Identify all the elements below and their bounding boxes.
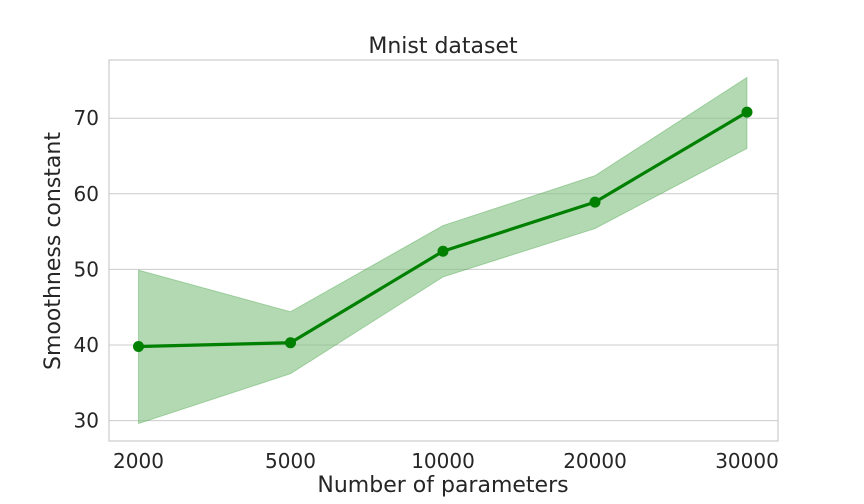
y-axis-label: Smoothness constant <box>41 132 66 370</box>
data-point <box>285 337 296 349</box>
data-point <box>437 245 449 257</box>
y-tick-label: 40 <box>74 333 99 357</box>
y-tick-label: 50 <box>74 257 99 281</box>
x-axis-label: Number of parameters <box>317 473 568 498</box>
plot-frame <box>108 59 779 442</box>
y-tick-label: 30 <box>74 409 99 433</box>
x-tick-label: 2000 <box>113 449 164 473</box>
data-point <box>133 341 144 353</box>
x-tick-label: 20000 <box>563 449 627 473</box>
chart-title: Mnist dataset <box>368 34 518 59</box>
data-point <box>589 196 601 208</box>
data-points <box>133 106 753 353</box>
x-tick-labels: 2000 5000 10000 20000 30000 <box>113 449 779 473</box>
x-tick-label: 30000 <box>715 449 779 473</box>
data-point <box>741 106 753 118</box>
y-tick-labels: 30 40 50 60 70 <box>74 106 99 432</box>
x-tick-label: 5000 <box>265 449 316 473</box>
y-tick-label: 70 <box>74 106 99 130</box>
y-tick-label: 60 <box>74 182 99 206</box>
x-tick-label: 10000 <box>411 449 475 473</box>
